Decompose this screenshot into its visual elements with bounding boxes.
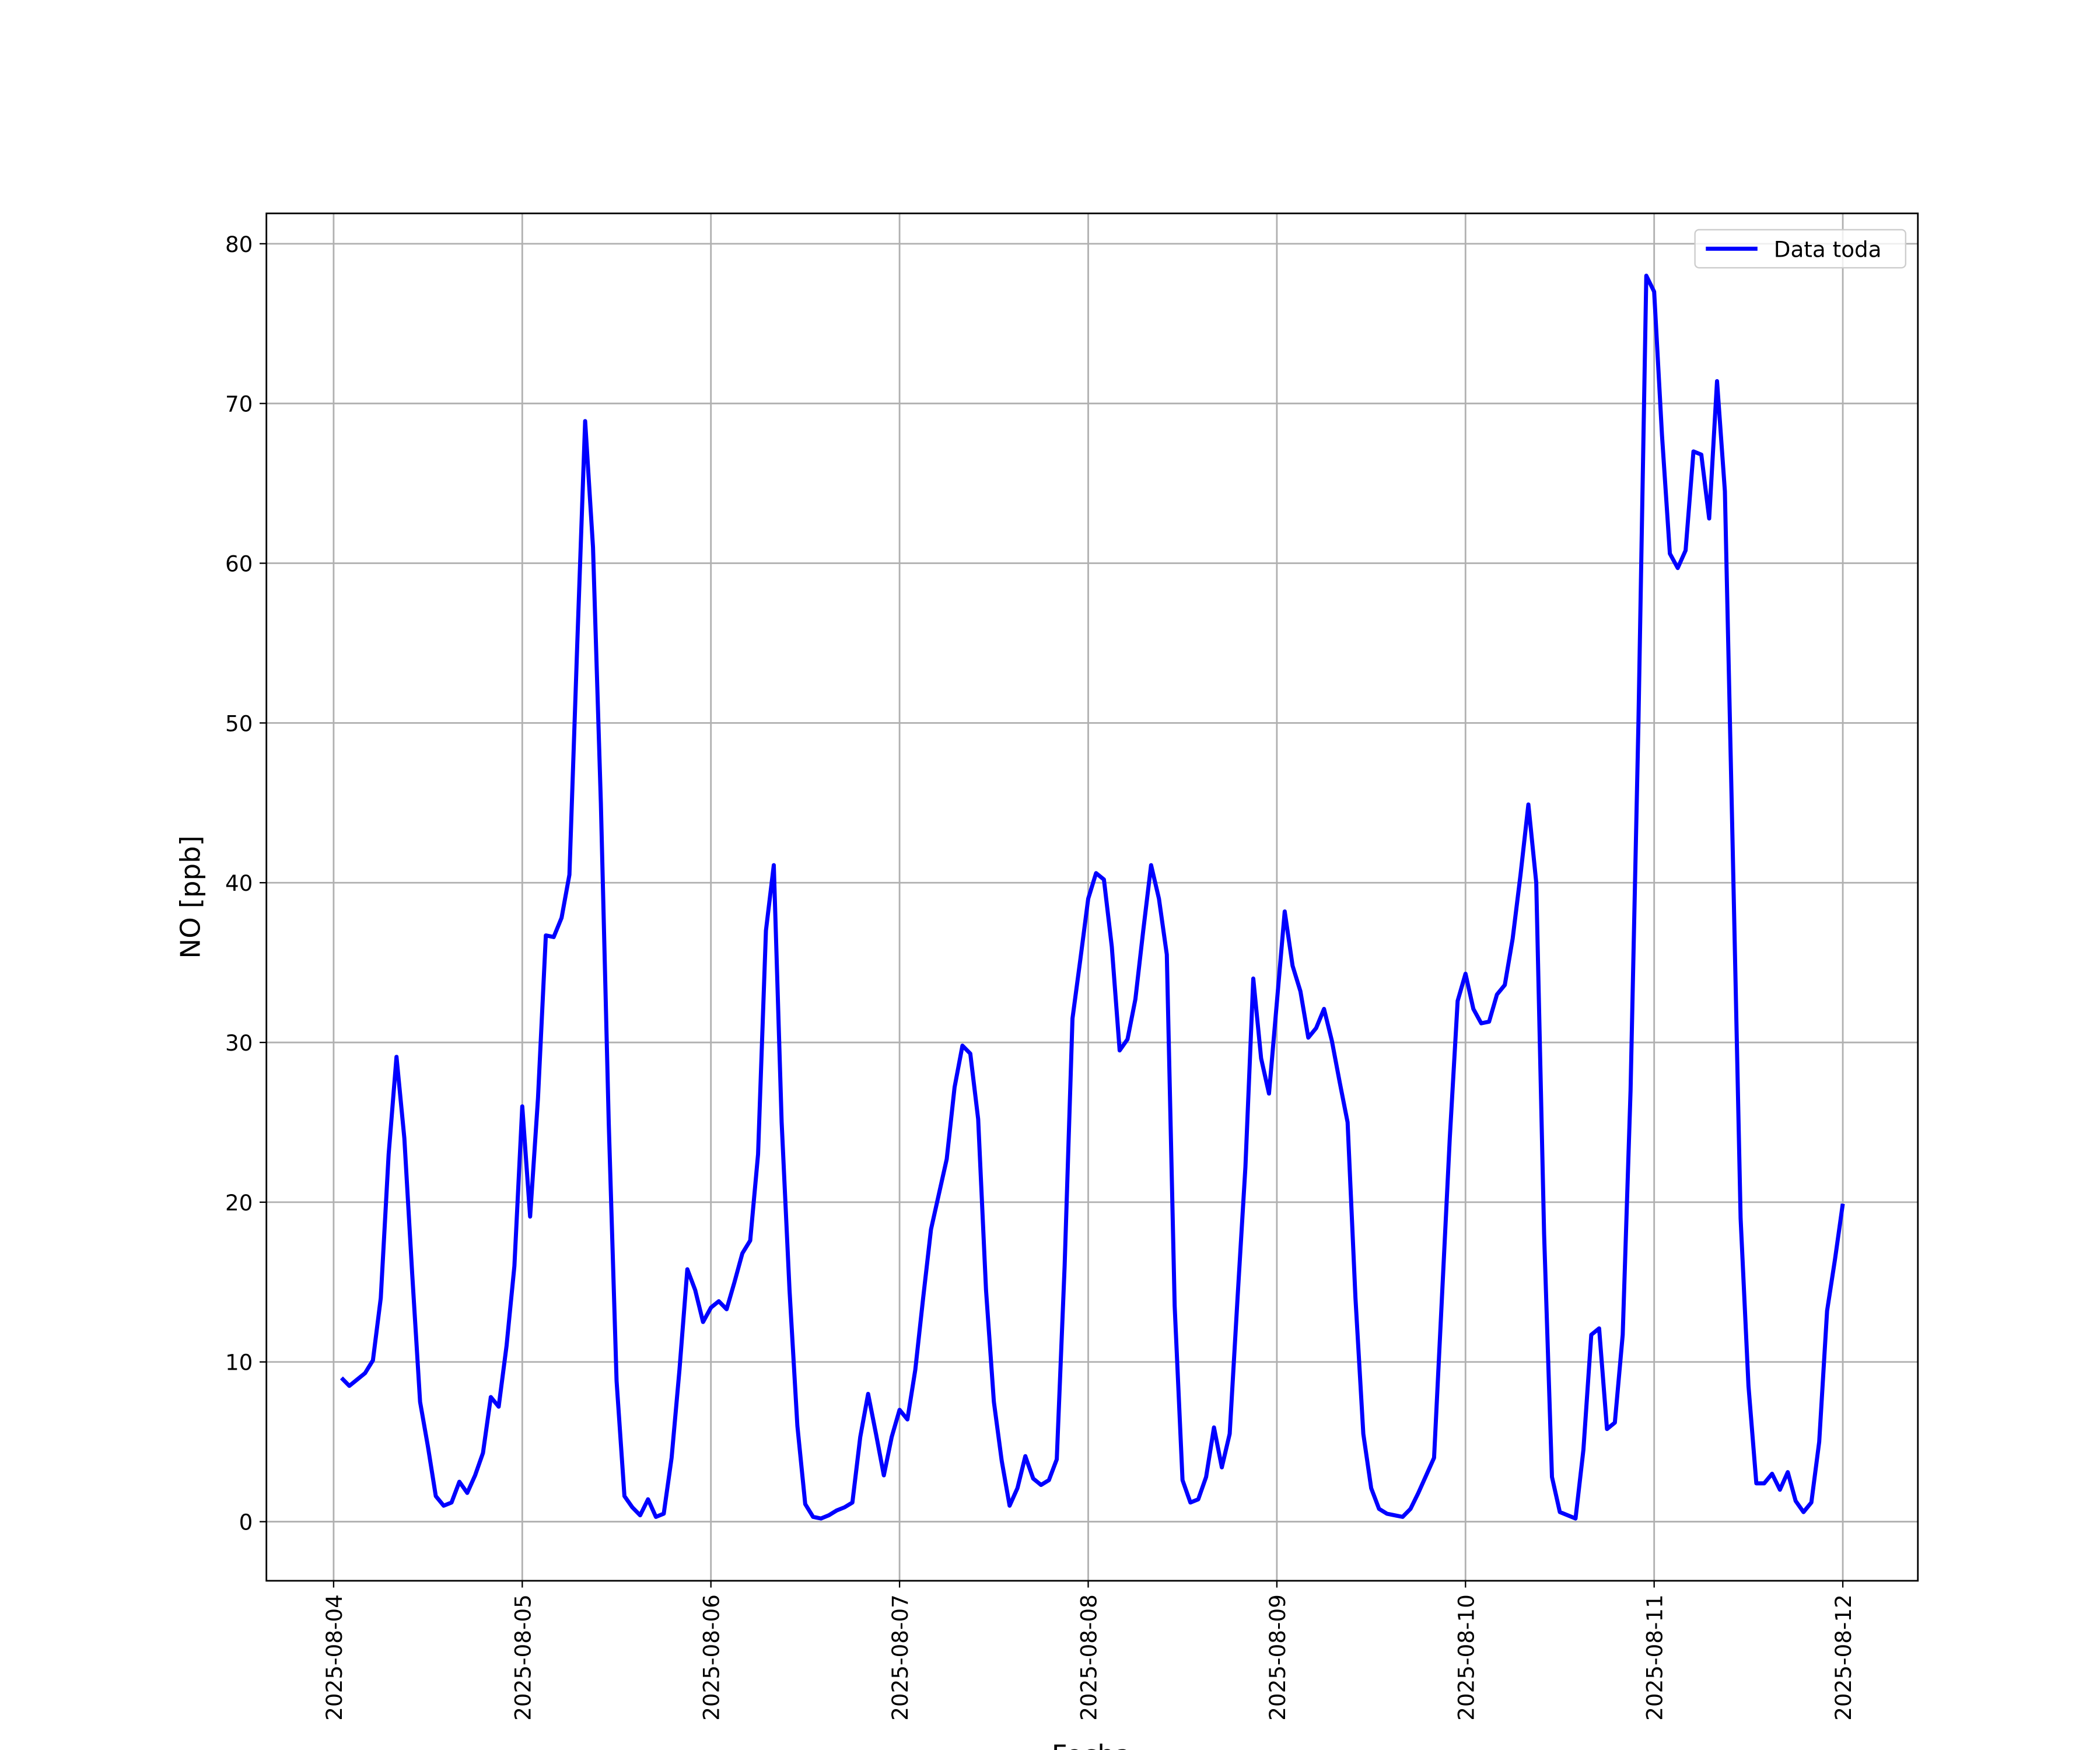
legend-label: Data toda	[1774, 236, 1882, 262]
x-tick-label: 2025-08-04	[321, 1594, 347, 1721]
x-tick-label: 2025-08-07	[887, 1594, 913, 1721]
x-axis-label: Fecha	[1052, 1739, 1132, 1750]
x-tick-label: 2025-08-08	[1076, 1594, 1101, 1721]
legend-box	[1694, 229, 1906, 269]
y-tick-label: 70	[225, 391, 253, 417]
y-tick-label: 50	[225, 710, 253, 736]
y-tick-label: 80	[225, 232, 253, 257]
y-tick-label: 30	[225, 1030, 253, 1056]
x-tick-label: 2025-08-05	[510, 1594, 536, 1721]
y-tick-label: 0	[239, 1510, 253, 1535]
y-tick-label: 20	[225, 1190, 253, 1216]
x-tick-label: 2025-08-11	[1642, 1594, 1668, 1721]
axes-frame	[265, 212, 1919, 1582]
y-axis-label: NO [ppb]	[175, 835, 206, 958]
data-line	[340, 274, 1845, 1521]
x-tick-label: 2025-08-12	[1831, 1594, 1856, 1721]
y-tick-label: 10	[225, 1350, 253, 1376]
x-tick-label: 2025-08-06	[699, 1594, 724, 1721]
y-tick-label: 40	[225, 870, 253, 896]
x-tick-label: 2025-08-09	[1265, 1594, 1290, 1721]
y-tick-label: 60	[225, 551, 253, 577]
x-tick-label: 2025-08-10	[1453, 1594, 1479, 1721]
